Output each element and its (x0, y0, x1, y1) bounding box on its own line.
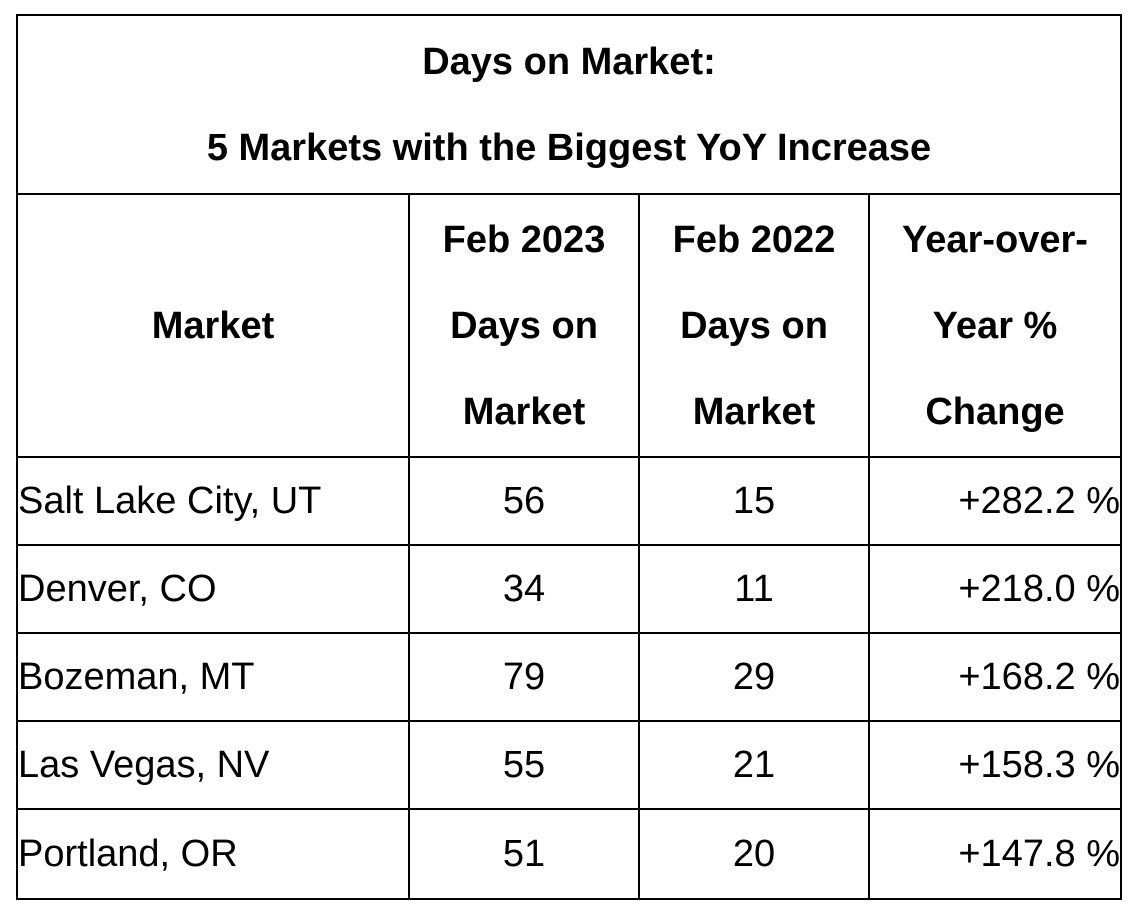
market-cell: Las Vegas, NV (16, 720, 410, 810)
market-cell: Bozeman, MT (16, 632, 410, 722)
column-header-feb-2022-label: Feb 2022 Days on Market (672, 218, 836, 433)
feb-2022-cell: 20 (638, 808, 870, 900)
table-title-cell: Days on Market: 5 Markets with the Bigge… (16, 14, 1122, 195)
table-title: Days on Market: (422, 40, 716, 83)
feb-2022-cell: 11 (638, 544, 870, 634)
yoy-change-cell: +168.2 % (868, 632, 1122, 722)
header-row: Market Feb 2023 Days on Market Feb 2022 … (16, 193, 1122, 458)
column-header-market-label: Market (151, 304, 275, 347)
column-header-feb-2022: Feb 2022 Days on Market (638, 193, 870, 458)
table-row: Portland, OR 51 20 +147.8 % (16, 808, 1122, 900)
table-row: Bozeman, MT 79 29 +168.2 % (16, 632, 1122, 722)
table-subtitle: 5 Markets with the Biggest YoY Increase (206, 126, 932, 169)
yoy-change-cell: +218.0 % (868, 544, 1122, 634)
table-row: Las Vegas, NV 55 21 +158.3 % (16, 720, 1122, 810)
feb-2023-cell: 51 (408, 808, 640, 900)
column-header-yoy-change: Year-over- Year % Change (868, 193, 1122, 458)
feb-2023-cell: 56 (408, 456, 640, 546)
market-cell: Portland, OR (16, 808, 410, 900)
market-cell: Salt Lake City, UT (16, 456, 410, 546)
table-row: Denver, CO 34 11 +218.0 % (16, 544, 1122, 634)
feb-2022-cell: 21 (638, 720, 870, 810)
table-row: Salt Lake City, UT 56 15 +282.2 % (16, 456, 1122, 546)
yoy-change-cell: +158.3 % (868, 720, 1122, 810)
yoy-change-cell: +147.8 % (868, 808, 1122, 900)
days-on-market-table: Days on Market: 5 Markets with the Bigge… (16, 14, 1122, 900)
feb-2023-cell: 55 (408, 720, 640, 810)
column-header-feb-2023: Feb 2023 Days on Market (408, 193, 640, 458)
yoy-change-cell: +282.2 % (868, 456, 1122, 546)
column-header-yoy-change-label: Year-over- Year % Change (902, 218, 1088, 433)
feb-2022-cell: 15 (638, 456, 870, 546)
market-cell: Denver, CO (16, 544, 410, 634)
feb-2023-cell: 79 (408, 632, 640, 722)
column-header-feb-2023-label: Feb 2023 Days on Market (442, 218, 606, 433)
feb-2022-cell: 29 (638, 632, 870, 722)
feb-2023-cell: 34 (408, 544, 640, 634)
column-header-market: Market (16, 193, 410, 458)
